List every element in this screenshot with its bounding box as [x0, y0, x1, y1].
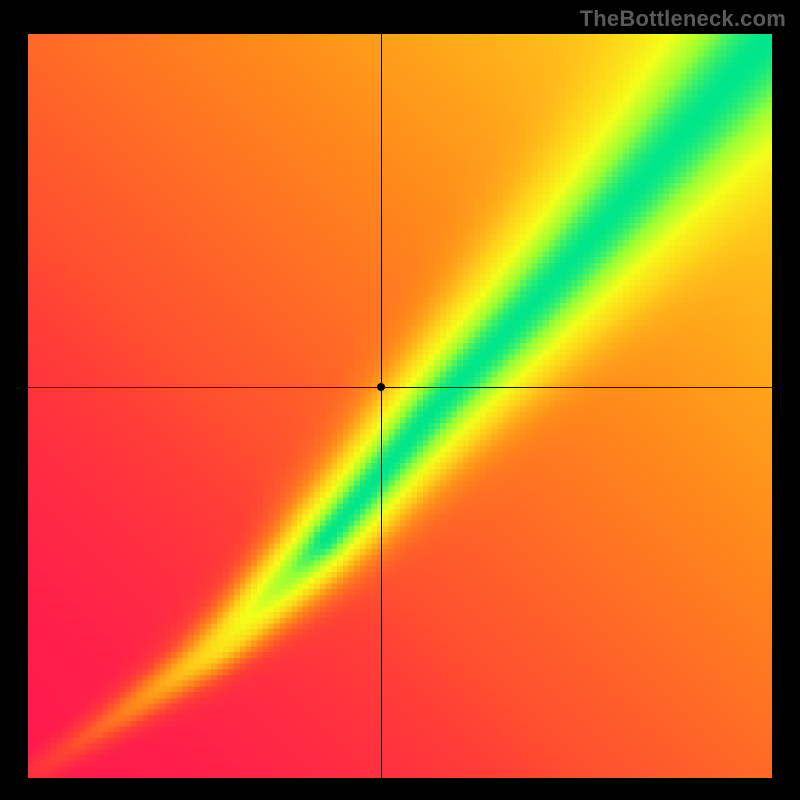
- watermark-text: TheBottleneck.com: [580, 6, 786, 32]
- crosshair-horizontal: [28, 387, 772, 388]
- crosshair-vertical: [381, 34, 382, 778]
- chart-container: TheBottleneck.com: [0, 0, 800, 800]
- heatmap-canvas: [28, 34, 772, 778]
- selection-marker[interactable]: [377, 383, 385, 391]
- plot-area: [28, 34, 772, 778]
